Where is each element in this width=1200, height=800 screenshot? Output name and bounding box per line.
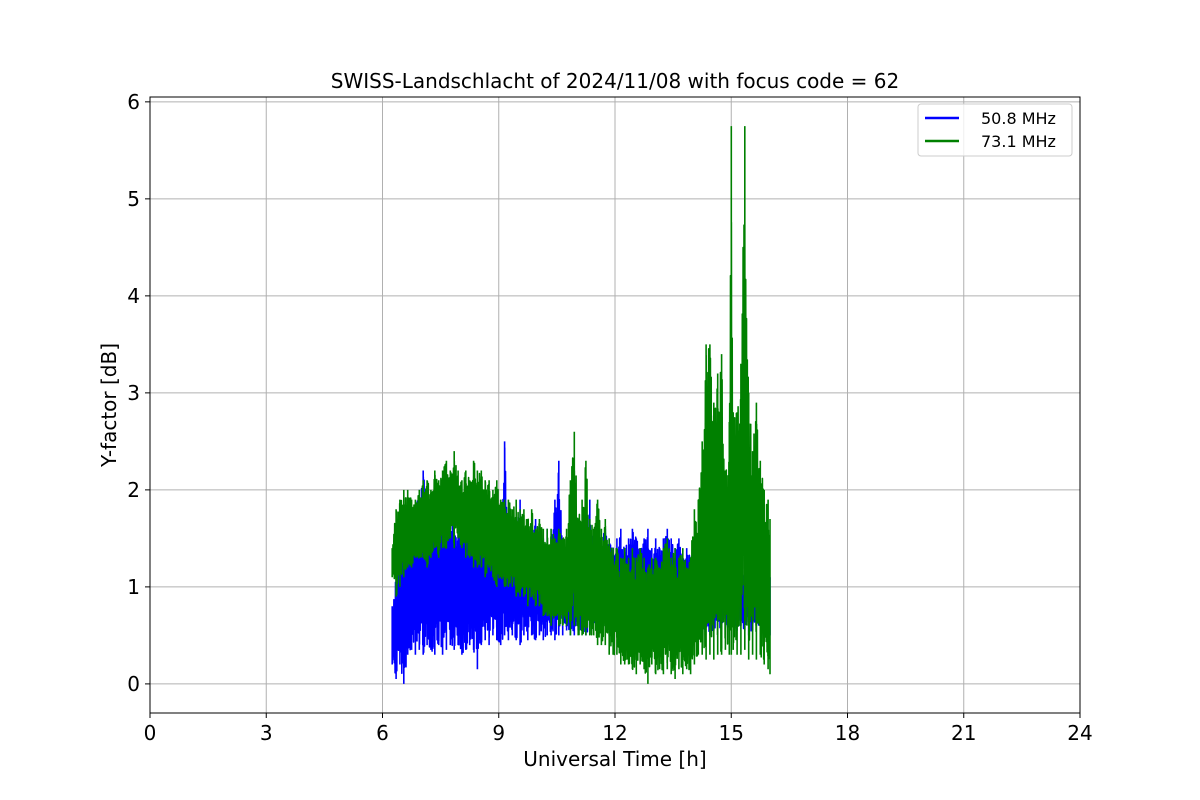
y-axis-label: Y-factor [dB] [97, 343, 121, 468]
x-tick-label: 24 [1067, 721, 1092, 745]
x-tick-label: 21 [951, 721, 976, 745]
x-tick-label: 12 [602, 721, 627, 745]
series-layer [391, 126, 771, 684]
chart-title: SWISS-Landschlacht of 2024/11/08 with fo… [331, 69, 899, 93]
x-axis-label: Universal Time [h] [523, 747, 706, 771]
legend: 50.8 MHz 73.1 MHz [917, 103, 1073, 157]
y-tick-label: 6 [127, 90, 140, 114]
x-tick-label: 9 [492, 721, 505, 745]
x-tick-label: 3 [260, 721, 273, 745]
y-tick-label: 3 [127, 381, 140, 405]
x-tick-label: 15 [719, 721, 744, 745]
y-tick-label: 2 [127, 478, 140, 502]
y-tick-label: 5 [127, 187, 140, 211]
y-tick-label: 0 [127, 672, 140, 696]
series-line-1 [391, 126, 771, 684]
x-tick-label: 0 [144, 721, 157, 745]
y-tick-label: 1 [127, 575, 140, 599]
legend-label-73-1: 73.1 MHz [981, 132, 1056, 151]
legend-label-50-8: 50.8 MHz [981, 109, 1056, 128]
y-tick-label: 4 [127, 284, 140, 308]
x-tick-label: 18 [835, 721, 860, 745]
x-tick-label: 6 [376, 721, 389, 745]
